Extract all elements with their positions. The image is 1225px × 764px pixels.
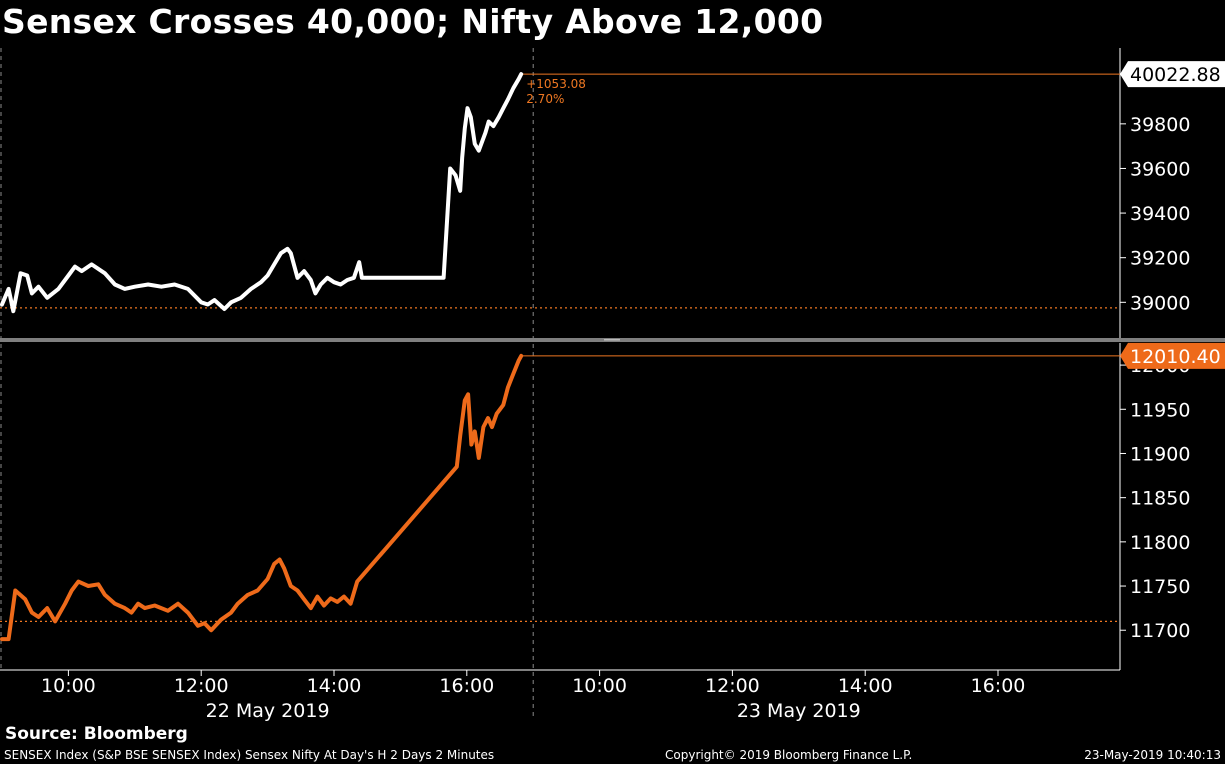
y-tick-label-sensex: 39000 [1130,292,1190,314]
y-tick-label-nifty: 11700 [1130,620,1190,642]
y-tick-label-nifty: 11800 [1130,532,1190,554]
footer-timestamp: 23-May-2019 10:40:13 [1084,748,1221,762]
footer-copyright: Copyright© 2019 Bloomberg Finance L.P. [665,748,913,762]
chart-labels: 39000 39200 39400 39600 39800 40022.88 +1053.0… [41,61,1225,722]
series-line-sensex [0,72,524,314]
footer-index-description: SENSEX Index (S&P BSE SENSEX Index) Sens… [4,748,495,762]
y-tick-label-sensex: 39800 [1130,114,1190,136]
x-date-label: 22 May 2019 [206,700,330,722]
y-tick-label-sensex: 39400 [1130,203,1190,225]
source-note: Source: Bloomberg [5,724,188,744]
chart-series [0,72,524,642]
x-tick-label: 16:00 [971,675,1026,697]
change-label-sensex: +1053.08 [526,77,586,91]
chart-title: Sensex Crosses 40,000; Nifty Above 12,00… [2,2,824,41]
change-pct-label-sensex: 2.70% [526,92,564,106]
y-tick-label-nifty: 11850 [1130,488,1190,510]
y-tick-label-nifty: 11950 [1130,399,1190,421]
x-tick-label: 16:00 [439,675,494,697]
panel-resize-handle [604,339,620,341]
y-tick-label-sensex: 39200 [1130,248,1190,270]
y-tick-label-nifty: 11750 [1130,576,1190,598]
chart-axes [0,48,1225,676]
last-value-label-nifty: 12010.40 [1130,346,1221,368]
reference-lines [0,73,1120,622]
last-value-tag-nifty [1120,342,1225,369]
chart-guides [0,48,534,720]
y-tick-label-nifty: 11900 [1130,443,1190,465]
last-value-label-sensex: 40022.88 [1130,64,1221,86]
x-tick-label: 12:00 [705,675,760,697]
x-date-label: 23 May 2019 [737,700,861,722]
series-line-nifty [0,353,524,642]
x-tick-label: 14:00 [307,675,362,697]
x-tick-label: 14:00 [838,675,893,697]
y-tick-label-sensex: 39600 [1130,158,1190,180]
x-tick-label: 10:00 [41,675,96,697]
x-tick-label: 10:00 [572,675,627,697]
x-tick-label: 12:00 [174,675,229,697]
last-value-tag-sensex [1120,61,1225,88]
